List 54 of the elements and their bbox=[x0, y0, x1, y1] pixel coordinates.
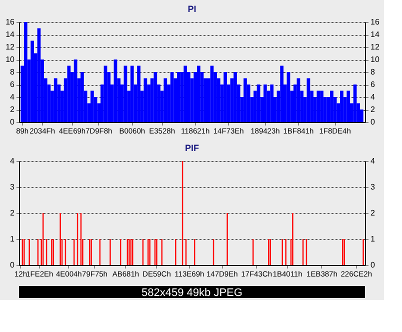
y-tick-label: 8 bbox=[10, 68, 16, 76]
bar bbox=[30, 40, 34, 122]
bar bbox=[196, 66, 200, 122]
y2-tick-label: 0 bbox=[370, 118, 376, 126]
y-tick-label: 4 bbox=[10, 92, 16, 102]
bar bbox=[244, 78, 247, 122]
y2-tick-label: 3 bbox=[370, 182, 376, 192]
bar bbox=[144, 78, 148, 122]
text: 582x459 49kb JPEG bbox=[142, 287, 242, 299]
y-tick-label: 2 bbox=[10, 105, 16, 114]
y2-tick-label: 6 bbox=[370, 80, 376, 89]
bar bbox=[177, 72, 180, 122]
bar bbox=[340, 90, 344, 122]
bar bbox=[264, 84, 267, 122]
bar bbox=[330, 90, 334, 122]
bar bbox=[54, 78, 58, 122]
y-tick-label: 0 bbox=[10, 260, 16, 270]
y2-tick-label: 4 bbox=[370, 156, 376, 166]
y-tick-label: 10 bbox=[6, 55, 16, 64]
y-tick-label: 16 bbox=[6, 18, 16, 26]
bar bbox=[80, 72, 84, 122]
chart-title: PI bbox=[188, 4, 196, 14]
chart-title: PIF bbox=[184, 143, 200, 153]
y2-tick-label: 4 bbox=[370, 92, 376, 102]
y2-tick-label: 2 bbox=[370, 208, 376, 218]
bar bbox=[130, 66, 134, 122]
bar bbox=[164, 78, 168, 122]
bar bbox=[224, 72, 227, 122]
bar bbox=[137, 66, 140, 122]
bar bbox=[90, 90, 94, 122]
y2-tick-label: 0 bbox=[370, 260, 376, 270]
y2-tick-label: 1 bbox=[370, 234, 376, 244]
y2-tick-label: 12 bbox=[370, 42, 380, 52]
bar bbox=[280, 66, 284, 122]
y-tick-label: 6 bbox=[10, 80, 16, 89]
bar bbox=[184, 66, 188, 122]
y2-tick-label: 8 bbox=[370, 68, 376, 76]
bar bbox=[316, 90, 320, 122]
y-tick-label: 3 bbox=[10, 182, 16, 192]
bar bbox=[67, 66, 71, 122]
y-tick-label: 1 bbox=[10, 234, 16, 244]
bar bbox=[270, 84, 274, 122]
y2-tick-label: 16 bbox=[370, 18, 380, 26]
y-tick-label: 12 bbox=[6, 42, 16, 52]
y2-tick-label: 14 bbox=[370, 30, 380, 39]
bar bbox=[346, 90, 350, 122]
bar bbox=[24, 22, 28, 122]
bar bbox=[154, 72, 158, 122]
y-tick-label: 4 bbox=[10, 156, 16, 166]
y-tick-label: 0 bbox=[10, 118, 16, 126]
y2-tick-label: 2 bbox=[370, 105, 376, 114]
y-tick-label: 14 bbox=[6, 30, 16, 39]
y2-tick-label: 10 bbox=[370, 55, 380, 64]
y-tick-label: 2 bbox=[10, 208, 16, 218]
